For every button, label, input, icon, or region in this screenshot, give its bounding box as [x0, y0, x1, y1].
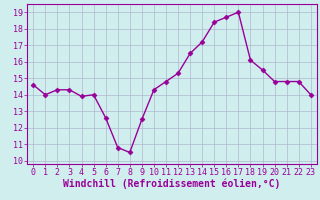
X-axis label: Windchill (Refroidissement éolien,°C): Windchill (Refroidissement éolien,°C): [63, 179, 281, 189]
